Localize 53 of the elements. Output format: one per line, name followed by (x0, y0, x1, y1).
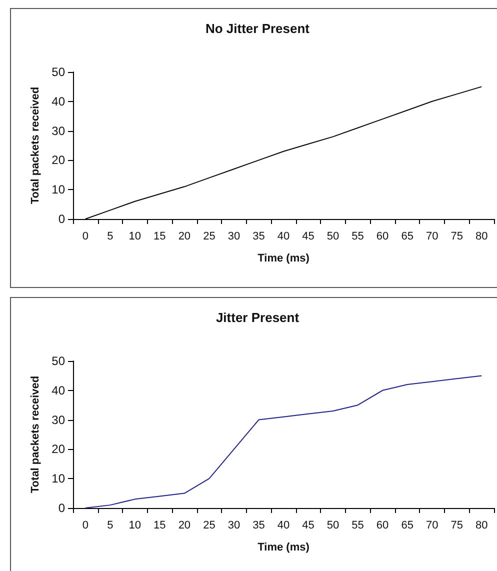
x-tick-label: 35 (252, 520, 265, 532)
y-tick-label: 0 (58, 212, 66, 226)
x-tick-label: 0 (82, 230, 88, 242)
y-tick-label: 50 (52, 65, 66, 79)
y-axis-title: Total packets received (29, 86, 42, 204)
x-tick-label: 25 (203, 520, 216, 532)
x-tick-label: 70 (426, 230, 438, 242)
y-tick-label: 10 (52, 182, 66, 197)
x-tick-label: 55 (352, 230, 364, 242)
x-tick-label: 0 (82, 520, 88, 532)
x-tick-label: 5 (107, 230, 114, 242)
y-tick-label: 40 (52, 383, 66, 398)
x-tick-label: 60 (376, 520, 389, 532)
x-tick-label: 50 (326, 230, 340, 242)
y-tick-label: 20 (52, 442, 66, 456)
x-tick-label: 20 (178, 520, 191, 532)
x-tick-label: 75 (450, 230, 463, 242)
y-tick-label: 10 (52, 472, 66, 486)
x-tick-label: 40 (277, 230, 290, 242)
x-axis-title: Time (ms) (258, 542, 310, 554)
x-tick-label: 15 (154, 520, 166, 532)
y-tick-label: 50 (52, 354, 66, 368)
y-tick-label: 0 (58, 501, 66, 515)
x-tick-label: 65 (401, 230, 414, 242)
x-tick-label: 80 (475, 230, 488, 242)
y-tick-label: 30 (52, 412, 66, 427)
x-tick-label: 30 (228, 520, 240, 532)
x-tick-label: 45 (302, 230, 314, 242)
x-tick-label: 10 (128, 520, 142, 532)
x-tick-label: 65 (401, 520, 414, 532)
x-tick-label: 60 (376, 230, 389, 242)
x-tick-label: 5 (107, 520, 114, 532)
x-tick-label: 45 (302, 520, 314, 532)
x-tick-label: 20 (178, 230, 191, 242)
x-tick-label: 50 (326, 520, 340, 532)
x-axis-title: Time (ms) (258, 252, 310, 264)
x-tick-label: 70 (426, 520, 438, 532)
y-tick-label: 20 (52, 153, 66, 168)
x-tick-label: 10 (128, 230, 142, 242)
x-tick-label: 30 (228, 230, 240, 242)
x-tick-label: 25 (203, 230, 216, 242)
y-tick-label: 30 (52, 124, 66, 138)
x-tick-label: 80 (475, 520, 488, 532)
y-tick-label: 40 (52, 94, 66, 108)
x-tick-label: 15 (154, 230, 166, 242)
chart-title: Jitter Present (216, 310, 300, 325)
x-tick-label: 40 (277, 520, 290, 532)
y-axis-title: Total packets received (29, 376, 42, 494)
x-tick-label: 55 (352, 520, 364, 532)
line-series (84, 375, 482, 508)
x-tick-label: 35 (252, 230, 265, 242)
chart-title: No Jitter Present (205, 21, 310, 36)
x-tick-label: 75 (450, 520, 463, 532)
